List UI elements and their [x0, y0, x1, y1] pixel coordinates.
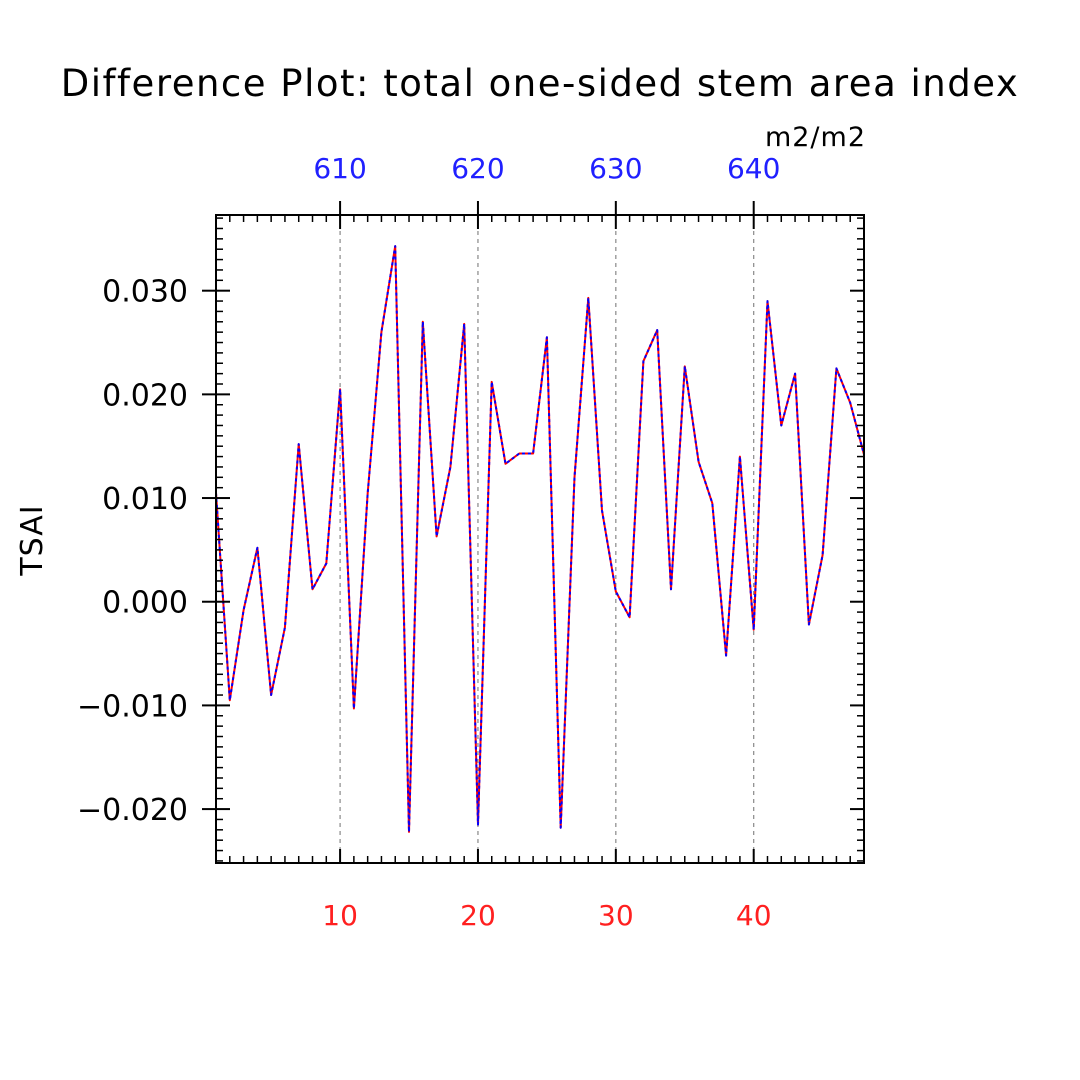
x-tick-label-top: 640 — [727, 152, 780, 185]
y-tick-label: 0.010 — [102, 482, 188, 517]
chart-title: Difference Plot: total one-sided stem ar… — [61, 62, 1020, 105]
y-tick-label: −0.020 — [77, 793, 188, 828]
grid-layer — [339, 215, 755, 863]
x-tick-label-top: 630 — [589, 152, 642, 185]
series-layer — [215, 245, 865, 833]
x-tick-label-bottom: 20 — [460, 899, 496, 932]
x-tick-label-bottom: 10 — [322, 899, 358, 932]
units-label: m2/m2 — [765, 122, 866, 153]
x-tick-label-bottom: 30 — [598, 899, 634, 932]
y-tick-label: 0.000 — [102, 586, 188, 621]
x-tick-label-bottom: 40 — [736, 899, 772, 932]
y-tick-label: 0.020 — [102, 378, 188, 413]
axis-layer: 10 20 30 40 610 620 630 640 −0.020 −0.010 0.000 0.0… — [77, 152, 865, 932]
x-tick-label-top: 620 — [451, 152, 504, 185]
y-tick-label: 0.030 — [102, 275, 188, 310]
series-line-1 — [215, 245, 865, 833]
y-tick-label: −0.010 — [77, 689, 188, 724]
y-axis-label: TSAI — [15, 504, 50, 576]
x-tick-label-top: 610 — [313, 152, 366, 185]
